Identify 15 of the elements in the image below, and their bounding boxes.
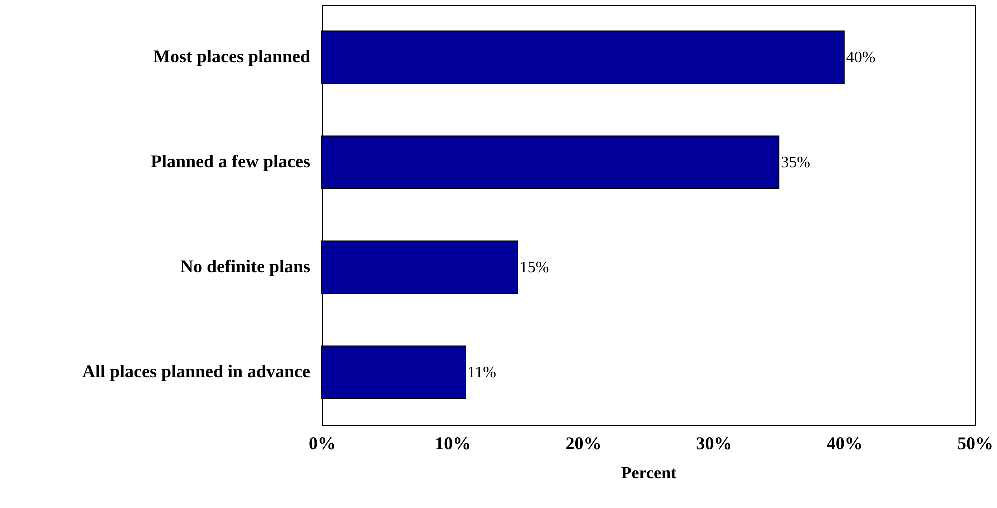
data-label: 15% [520, 260, 550, 276]
x-tick-label: 50% [958, 434, 994, 454]
y-tick-label: No definite plans [180, 256, 310, 276]
x-tick-label: 20% [566, 434, 602, 454]
x-axis-title: Percent [621, 464, 678, 482]
y-tick-label: Planned a few places [151, 152, 310, 172]
x-tick-label: 40% [826, 434, 863, 454]
x-tick-label: 30% [696, 434, 732, 454]
y-tick-label: Most places planned [153, 46, 310, 66]
data-label: 11% [468, 364, 496, 382]
data-label: 35% [781, 154, 810, 172]
x-tick-label: 10% [435, 434, 472, 454]
y-tick-label: All places planned in advance [82, 362, 311, 382]
x-tick-label: 0% [309, 434, 336, 454]
data-label: 40% [846, 50, 876, 66]
